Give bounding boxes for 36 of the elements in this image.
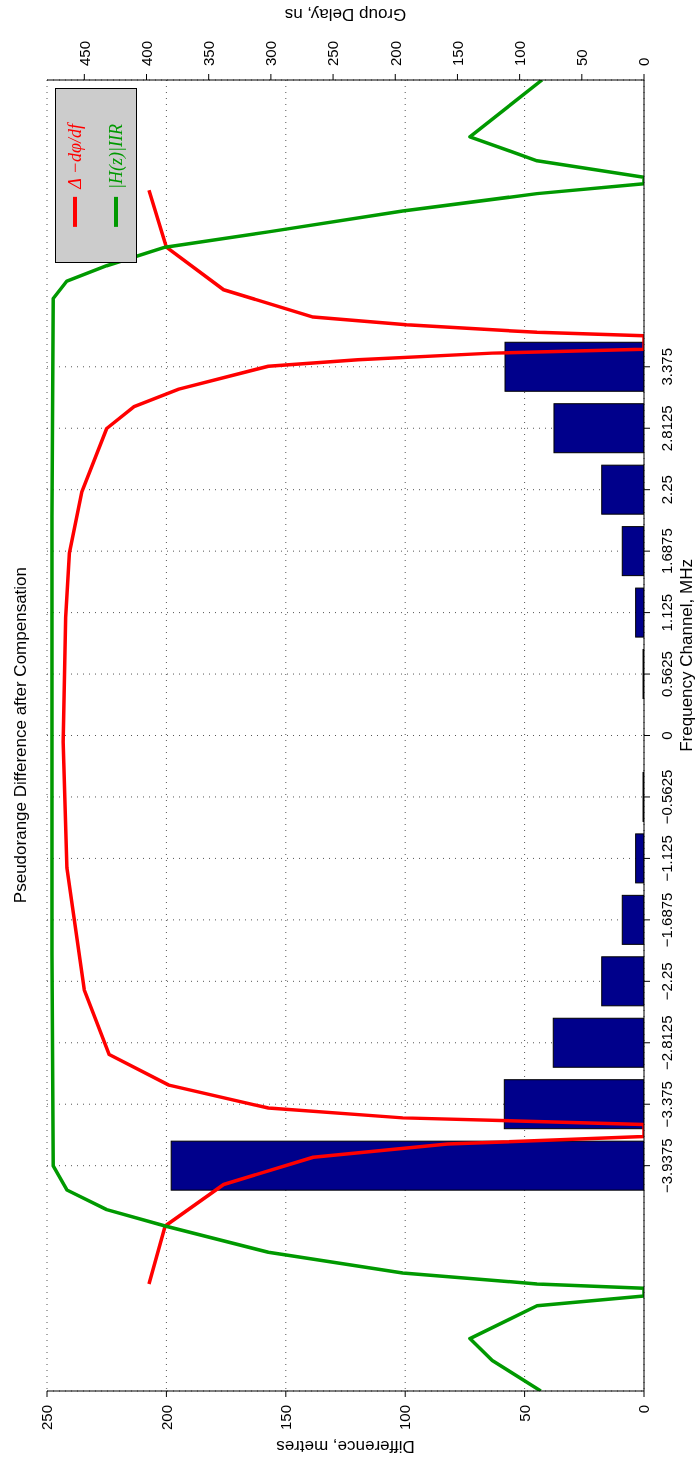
x2-tick-label: 100 xyxy=(510,40,528,66)
y-tick-label: −0.5625 xyxy=(658,769,675,825)
x-tick-label: 150 xyxy=(277,1405,295,1431)
x-tick-label: 50 xyxy=(515,1405,533,1422)
x2-tick-label: 450 xyxy=(75,40,93,66)
x2-tick-label: 200 xyxy=(386,40,404,66)
y-tick-label: 2.8125 xyxy=(658,405,675,452)
x2-axis-title: Group Delay, ns xyxy=(283,4,408,24)
x-tick-label: 100 xyxy=(396,1405,414,1431)
x2-tick-label: 350 xyxy=(199,40,217,66)
x-tick-label: 250 xyxy=(38,1405,56,1431)
x-tick-label: 200 xyxy=(157,1405,175,1431)
y-tick-label: 2.25 xyxy=(658,475,675,505)
x-tick-label: 0 xyxy=(635,1405,653,1414)
x2-tick-label: 300 xyxy=(262,40,280,66)
y-tick-label: −3.9375 xyxy=(658,1138,675,1193)
y-tick-label: 3.375 xyxy=(658,348,675,386)
x2-tick-label: 0 xyxy=(635,57,653,66)
y-tick-label: −2.25 xyxy=(658,962,675,1001)
text: |H(z)|IIR xyxy=(106,124,127,189)
y-tick-label: 0 xyxy=(658,731,675,740)
y-tick-label: 1.125 xyxy=(658,593,675,632)
x2-tick-label: 400 xyxy=(137,40,155,66)
x-axis-title: Difference, metres xyxy=(275,1436,416,1456)
x2-tick-label: 50 xyxy=(573,49,591,66)
y-tick-label: −3.375 xyxy=(658,1081,675,1128)
text: Δ −dφ/df xyxy=(65,124,86,189)
y-tick-label: −2.8125 xyxy=(658,1015,675,1071)
x2-tick-label: 150 xyxy=(448,40,466,66)
y-tick-label: 1.6875 xyxy=(658,528,675,575)
y-tick-label: −1.6875 xyxy=(658,892,675,948)
x2-tick-label: 250 xyxy=(324,40,342,66)
text: Pseudorange Difference after Compensation xyxy=(11,567,31,904)
y-tick-label: −1.125 xyxy=(658,835,675,882)
y-axis-title: Frequency Channel, MHz xyxy=(677,558,697,752)
y-tick-label: 0.5625 xyxy=(658,651,675,697)
